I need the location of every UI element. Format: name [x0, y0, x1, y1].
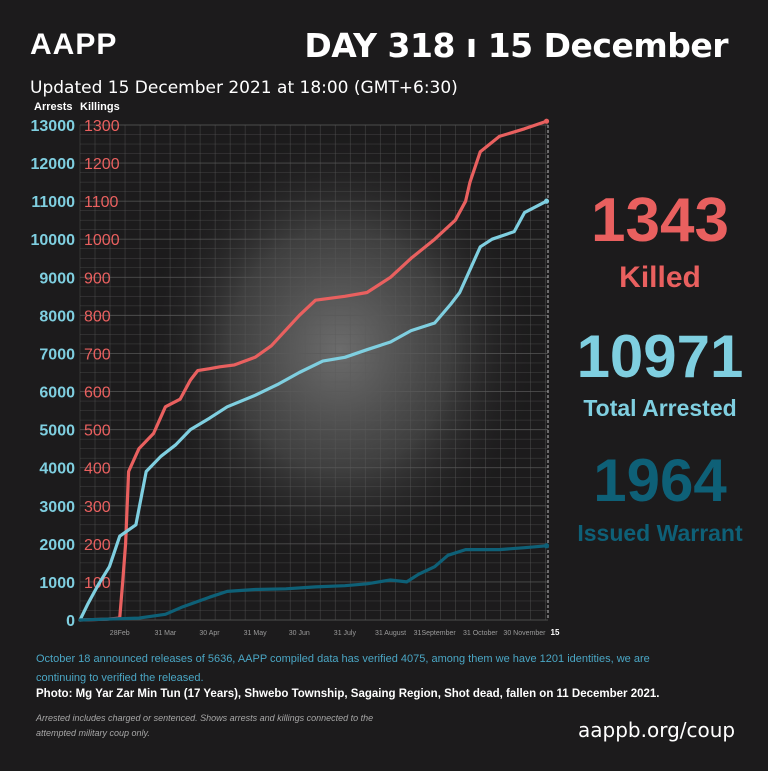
x-tick-label: 31 Mar	[154, 630, 176, 637]
chart-grid	[79, 124, 549, 621]
arrests-tick-label: 13000	[31, 118, 76, 135]
arrests-tick-label: 8000	[39, 308, 75, 325]
series-end-point	[543, 543, 550, 549]
killings-tick-label: 1300	[84, 118, 120, 135]
series-line-killings	[78, 119, 549, 622]
killed-count: 1343	[591, 186, 729, 255]
killings-tick-label: 1200	[84, 156, 120, 173]
series-line-arrests	[78, 199, 549, 622]
killings-tick-label: 300	[84, 499, 111, 516]
arrests-tick-label: 3000	[39, 499, 75, 516]
photo-backdrop	[140, 130, 540, 570]
arrests-tick-label: 9000	[39, 270, 75, 287]
brand-title: AAPP	[30, 28, 118, 61]
arrests-tick-label: 4000	[39, 461, 75, 478]
x-tick-label: 31 May	[244, 630, 267, 637]
x-tick-label: 31 July	[334, 630, 357, 637]
killings-axis-label: Killings	[80, 101, 120, 113]
day-header: DAY 318 ı 15 December	[304, 26, 728, 65]
killings-tick-label: 1100	[84, 194, 119, 211]
killings-tick-label: 600	[84, 385, 111, 402]
killings-tick-label: 1000	[84, 232, 120, 249]
x-tick-label: 31 October	[463, 630, 498, 637]
x-tick-label: 30 Apr	[199, 630, 220, 637]
arrested-count: 10971	[576, 323, 744, 390]
killings-tick-label: 900	[84, 270, 111, 287]
arrests-tick-label: 2000	[39, 537, 75, 554]
x-tick-label: 31 August	[375, 630, 406, 637]
arrests-axis-label: Arrests	[34, 101, 73, 113]
chart-axes: 0 1000 2000 3000 4000 5000 6000 7000 8000 9000 100…	[31, 118, 561, 637]
killings-tick-label: 400	[84, 461, 111, 478]
arrested-label: Total Arrested	[583, 395, 737, 421]
killings-tick-label: 200	[84, 537, 111, 554]
killings-tick-label: 500	[84, 423, 111, 440]
x-tick-label: 30 November	[503, 630, 546, 637]
line-chart: 0 1000 2000 3000 4000 5000 6000 7000 8000 9000 100…	[31, 118, 561, 637]
x-tick-label: 31September	[414, 630, 457, 637]
x-tick-label: 15 December	[551, 628, 560, 637]
killed-label: Killed	[619, 261, 701, 294]
updated-timestamp: Updated 15 December 2021 at 18:00 (GMT+6…	[30, 78, 458, 98]
arrests-tick-label: 10000	[31, 232, 76, 249]
arrests-tick-label: 6000	[39, 385, 75, 402]
arrests-tick-label: 7000	[39, 346, 75, 363]
x-tick-label: 30 Jun	[289, 630, 310, 637]
website-url: aappb.org/coup	[578, 718, 736, 742]
killings-tick-label: 700	[84, 346, 111, 363]
series-end-point	[543, 198, 550, 204]
killings-tick-label: 800	[84, 308, 111, 325]
x-tick-label: 28Feb	[110, 630, 130, 637]
arrests-tick-label: 11000	[31, 194, 75, 211]
arrests-tick-label: 5000	[39, 423, 75, 440]
arrests-tick-label: 12000	[31, 156, 76, 173]
arrests-tick-label: 1000	[39, 575, 75, 592]
photo-caption: Photo: Mg Yar Zar Min Tun (17 Years), Sh…	[36, 688, 660, 700]
series-line-issued-warrant	[78, 544, 549, 622]
disclaimer: Arrested includes charged or sentenced. …	[36, 713, 374, 738]
chart-lines	[78, 118, 550, 622]
verification-note: October 18 announced releases of 5636, A…	[36, 653, 650, 684]
arrests-tick-label: 0	[66, 613, 75, 630]
warrant-label: Issued Warrant	[577, 520, 743, 546]
series-end-point	[543, 118, 550, 124]
warrant-count: 1964	[593, 447, 727, 514]
